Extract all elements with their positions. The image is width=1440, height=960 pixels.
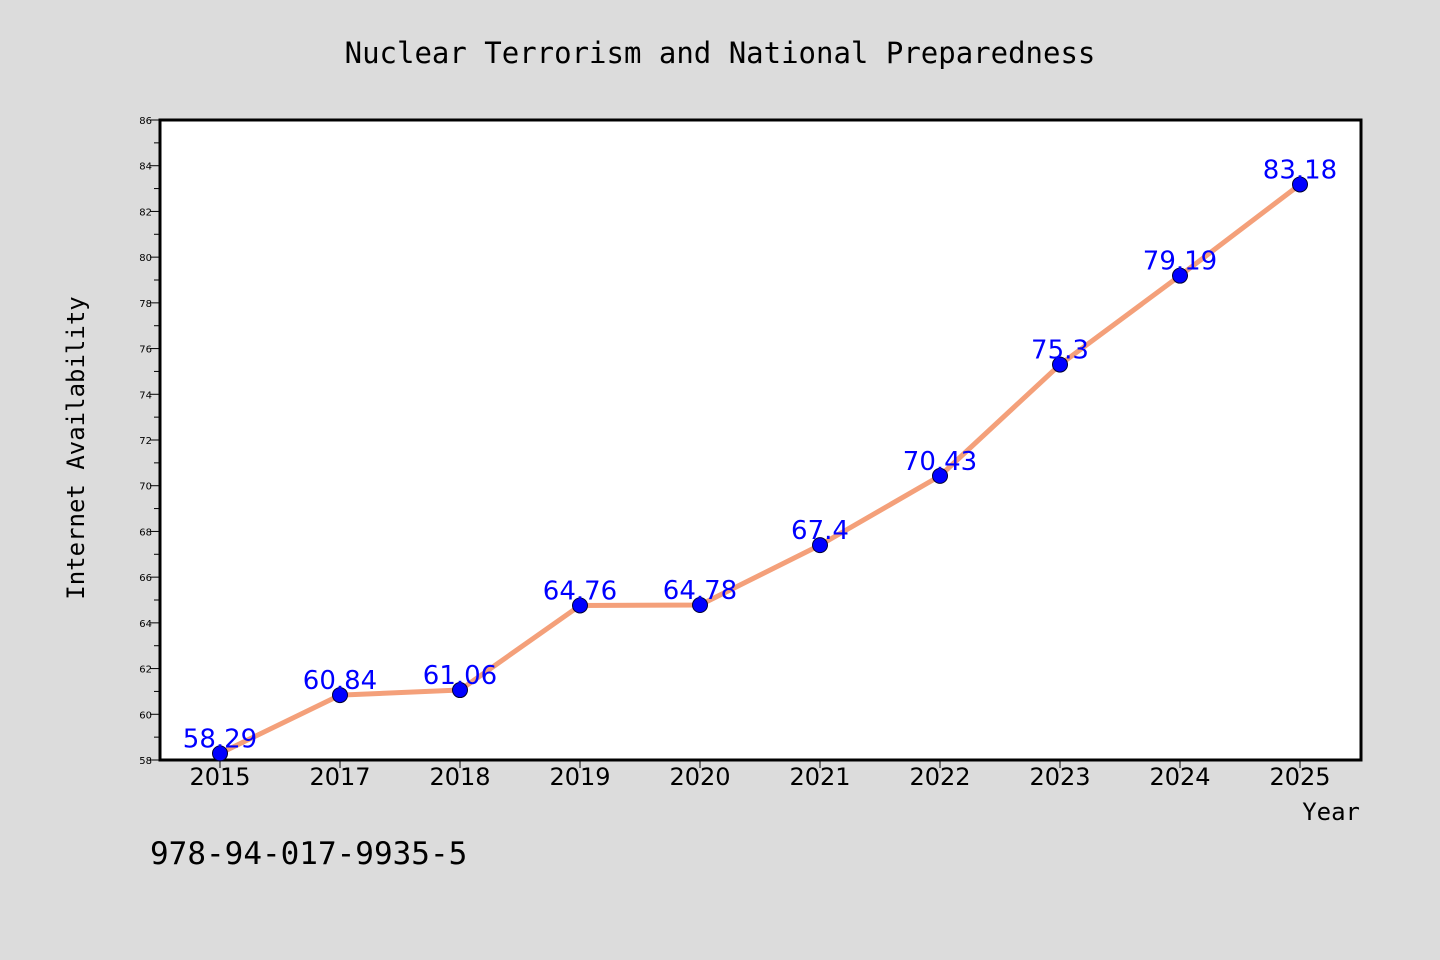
x-tick-label: 2017 [309, 763, 370, 791]
y-tick-label: 66 [139, 573, 152, 584]
y-axis: 58 60 62 64 66 68 70 72 74 76 78 80 82 84 86 [139, 116, 160, 767]
y-axis-title: Internet Availability [62, 296, 90, 599]
data-point [812, 537, 828, 554]
y-tick-label: 64 [139, 619, 152, 630]
data-point [452, 682, 468, 699]
data-point [932, 467, 948, 484]
plot-area [158, 118, 1363, 762]
data-label: 70.43 [903, 447, 977, 477]
x-axis: 2015 2017 2018 2019 2020 2021 2022 2023 2024 2025 [189, 760, 1331, 791]
isbn-text: 978-94-017-9935-5 [150, 836, 467, 872]
series-layer [212, 176, 1308, 762]
y-tick-label: 70 [139, 482, 152, 493]
data-point [1292, 176, 1308, 193]
y-tick-label: 76 [139, 345, 152, 356]
x-tick-label: 2019 [549, 763, 610, 791]
data-label: 79.19 [1143, 247, 1217, 277]
data-point [332, 687, 348, 704]
data-label: 60.84 [303, 666, 377, 696]
y-tick-label: 86 [139, 116, 152, 127]
chart-title: Nuclear Terrorism and National Preparedn… [345, 36, 1096, 70]
x-tick-label: 2022 [909, 763, 970, 791]
x-tick-label: 2020 [669, 763, 730, 791]
data-label: 64.78 [663, 576, 737, 606]
data-point [572, 597, 588, 614]
data-label: 83.18 [1263, 155, 1337, 185]
y-tick-label: 72 [139, 436, 152, 447]
data-label: 58.29 [183, 724, 257, 754]
y-tick-label: 74 [139, 390, 152, 401]
x-tick-label: 2015 [189, 763, 250, 791]
data-label: 61.06 [423, 661, 497, 691]
data-label: 75.3 [1031, 336, 1089, 366]
y-tick-label: 82 [139, 207, 152, 218]
x-tick-label: 2024 [1149, 763, 1210, 791]
x-axis-title: Year [1302, 798, 1360, 826]
data-point [1172, 267, 1188, 284]
y-tick-label: 84 [139, 162, 152, 173]
y-tick-label: 78 [139, 299, 152, 310]
y-tick-label: 80 [139, 253, 152, 264]
data-point [692, 597, 708, 614]
x-tick-label: 2018 [429, 763, 490, 791]
data-label-layer: 58.29 60.84 61.06 64.76 64.78 67.4 70.43 75.3 79… [183, 155, 1337, 754]
y-tick-label: 62 [139, 665, 152, 676]
data-point [212, 745, 228, 762]
y-tick-label: 58 [139, 756, 152, 767]
data-point [1052, 356, 1068, 373]
x-tick-label: 2025 [1269, 763, 1330, 791]
y-tick-label: 60 [139, 710, 152, 721]
x-tick-label: 2021 [789, 763, 850, 791]
x-tick-label: 2023 [1029, 763, 1090, 791]
data-label: 64.76 [543, 576, 617, 606]
data-label: 67.4 [791, 516, 849, 546]
series-line [217, 181, 1303, 756]
y-tick-label: 68 [139, 527, 152, 538]
